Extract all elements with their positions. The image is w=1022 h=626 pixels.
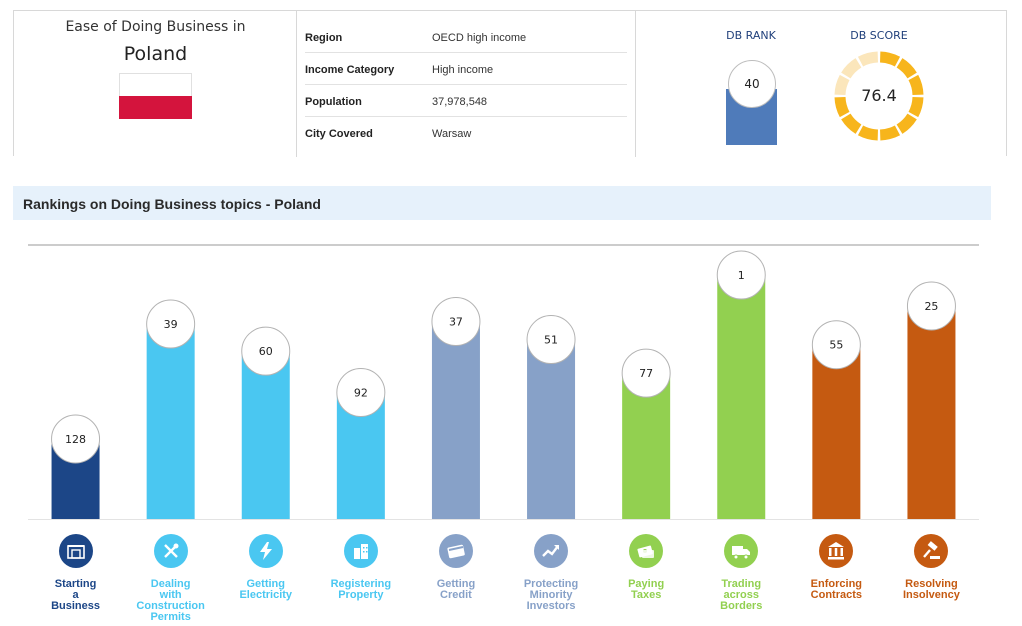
info-value: High income xyxy=(432,64,494,76)
db-score-value: 76.4 xyxy=(861,86,897,105)
info-row-income: Income Category High income xyxy=(305,53,627,85)
score-donut-segment xyxy=(879,51,901,67)
trend-up-icon xyxy=(534,534,569,568)
score-donut-segment xyxy=(857,125,879,141)
tools-icon xyxy=(153,534,188,568)
score-donut-segment xyxy=(841,58,862,79)
info-value: 37,978,548 xyxy=(432,96,488,108)
courthouse-icon xyxy=(819,534,854,568)
db-score-label: DB SCORE xyxy=(850,29,908,42)
truck-icon xyxy=(724,534,759,568)
score-donut-segment xyxy=(879,125,901,141)
city-icon xyxy=(343,534,378,568)
country-caption: Ease of Doing Business in xyxy=(65,19,246,35)
value-bubble xyxy=(716,250,766,300)
data-label: 60 xyxy=(259,345,273,358)
info-value: OECD high income xyxy=(432,32,527,44)
category-label: Paying Taxes xyxy=(628,578,665,601)
country-box: Ease of Doing Business in Poland xyxy=(14,11,297,157)
data-label: 25 xyxy=(924,300,938,313)
bar xyxy=(431,321,480,519)
score-donut-segment xyxy=(908,96,924,118)
data-label: 37 xyxy=(449,315,463,328)
score-donut-segment xyxy=(908,74,924,96)
money-icon xyxy=(629,534,664,568)
info-label: City Covered xyxy=(305,128,373,140)
category-label: Dealing with Construction Permits xyxy=(136,578,205,623)
rankings-bar-chart: 128 39 60 92 37 51 77 1 55 25 xyxy=(28,244,979,520)
value-bubble xyxy=(241,326,291,376)
country-name: Poland xyxy=(123,43,188,65)
data-label: 51 xyxy=(544,334,558,347)
credit-card-icon xyxy=(438,534,473,568)
data-label: 55 xyxy=(829,339,843,352)
category-label: Getting Credit xyxy=(436,578,476,601)
value-bubble xyxy=(906,281,956,331)
bar xyxy=(717,275,766,519)
section-header: Rankings on Doing Business topics - Pola… xyxy=(13,186,991,220)
value-bubble xyxy=(51,414,101,464)
score-donut-segment xyxy=(834,96,850,118)
info-row-city: City Covered Warsaw xyxy=(305,117,627,149)
bar xyxy=(146,324,195,519)
db-score-box: DB RANK 40 DB SCORE 76.4 xyxy=(636,11,1008,157)
category-label: Resolving Insolvency xyxy=(903,578,960,601)
score-donut-segment xyxy=(841,113,862,134)
category-label: Getting Electricity xyxy=(239,578,293,601)
category-label: Trading across Borders xyxy=(720,578,763,612)
country-info-table: Region OECD high income Income Category … xyxy=(297,11,636,157)
poland-flag-icon xyxy=(119,73,192,119)
value-bubble xyxy=(431,296,481,346)
info-label: Population xyxy=(305,96,362,108)
data-label: 1 xyxy=(738,269,745,282)
value-bubble xyxy=(526,315,576,365)
score-donut-segment xyxy=(896,113,917,134)
category-label: Starting a Business xyxy=(51,578,100,612)
data-label: 77 xyxy=(639,367,653,380)
info-label: Region xyxy=(305,32,343,44)
info-row-region: Region OECD high income xyxy=(305,21,627,53)
bar xyxy=(527,339,576,519)
db-score-donut xyxy=(834,51,924,141)
data-label: 128 xyxy=(65,433,86,446)
value-bubble xyxy=(146,299,196,349)
bar xyxy=(241,351,290,519)
section-title: Rankings on Doing Business topics - Pola… xyxy=(23,196,321,212)
score-donut-segment xyxy=(857,51,879,67)
bar xyxy=(812,344,861,519)
score-donut-segment xyxy=(896,58,917,79)
lightning-icon xyxy=(248,534,283,568)
db-rank-label: DB RANK xyxy=(726,29,776,42)
data-label: 92 xyxy=(354,386,368,399)
category-label: Protecting Minority Investors xyxy=(523,578,579,612)
info-row-population: Population 37,978,548 xyxy=(305,85,627,117)
category-label: Enforcing Contracts xyxy=(810,578,863,601)
gavel-icon xyxy=(914,534,949,568)
value-bubble xyxy=(621,348,671,398)
value-bubble xyxy=(811,320,861,370)
score-donut-segment xyxy=(834,74,850,96)
db-rank-value: 40 xyxy=(728,60,776,108)
info-label: Income Category xyxy=(305,64,395,76)
building-icon xyxy=(58,534,93,568)
category-label: Registering Property xyxy=(330,578,392,601)
info-value: Warsaw xyxy=(432,128,472,140)
bar xyxy=(907,305,956,519)
value-bubble xyxy=(336,367,386,417)
data-label: 39 xyxy=(164,318,178,331)
country-summary-panel: Ease of Doing Business in Poland Region … xyxy=(13,10,1008,157)
